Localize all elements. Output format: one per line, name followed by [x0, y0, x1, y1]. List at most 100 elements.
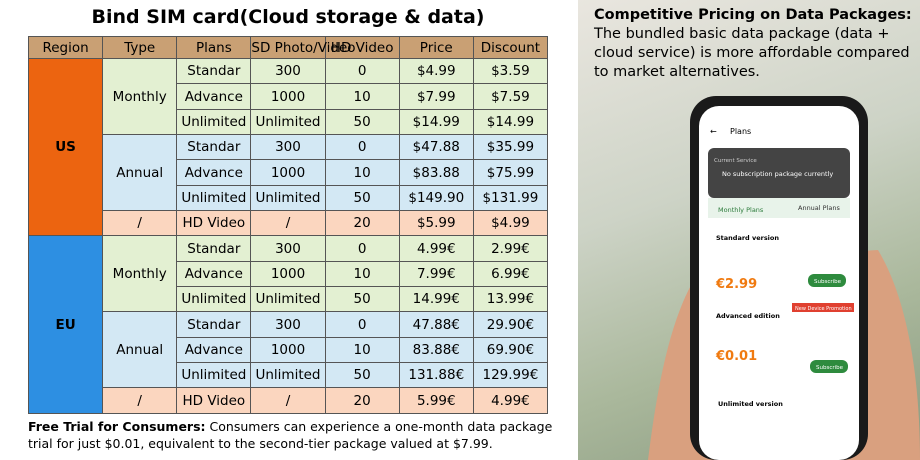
hd-video-cell: 50 [324, 286, 400, 313]
sd-photo-video-cell: 1000 [250, 159, 326, 186]
hd-video-cell: 0 [324, 311, 400, 338]
price-cell: $47.88 [398, 134, 474, 161]
side-body: The bundled basic data package (data + c… [594, 26, 910, 80]
header-cell: Price [398, 36, 474, 59]
price-cell: 5.99€ [398, 387, 474, 414]
hd-video-cell: 20 [324, 210, 400, 237]
price-cell: 14.99€ [398, 286, 474, 313]
discount-cell: 29.90€ [472, 311, 549, 338]
footnote-text: Consumers can experience a one-month dat… [28, 419, 553, 451]
discount-cell: 129.99€ [472, 362, 549, 389]
sd-photo-video-cell: 300 [250, 57, 326, 85]
promo-text: New Device Promotion [795, 306, 852, 312]
type-cell: / [102, 387, 178, 414]
header-cell: Type [102, 36, 178, 59]
price-cell: $14.99 [398, 108, 474, 136]
promo-badge [792, 303, 854, 312]
plan-cell: Advance [176, 83, 252, 110]
tab-bar [708, 198, 850, 218]
sd-photo-video-cell: 1000 [250, 83, 326, 110]
discount-cell: $75.99 [472, 159, 549, 186]
price-cell: $5.99 [398, 210, 474, 237]
title: Bind SIM card(Cloud storage & data) [91, 6, 485, 28]
tab: Monthly Plans [718, 206, 764, 214]
subscribe-button[interactable] [808, 274, 846, 287]
header-cell: Region [27, 36, 104, 59]
plan-price: €0.01 [715, 349, 757, 364]
header-row: Region Type Plans SD Photo/Video HD Video Pri… [27, 36, 549, 59]
sd-photo-video-cell: Unlimited [250, 286, 326, 313]
table-row: / HD Video/20 5.99€ 4.99€ [29, 387, 549, 414]
plan-cell: Unlimited [176, 108, 252, 136]
type-cell: Monthly [102, 57, 178, 136]
plan-cell: Standar [176, 134, 252, 161]
type-cell: Annual [102, 134, 178, 212]
subscribe-button[interactable] [810, 360, 848, 373]
sd-photo-video-cell: 300 [250, 134, 326, 161]
discount-cell: 6.99€ [472, 260, 549, 288]
discount-cell: $35.99 [472, 134, 549, 161]
table-row: Advance 1000 10 $7.99 $7.59 [29, 83, 549, 110]
hd-video-cell: 10 [324, 159, 400, 186]
sd-photo-video-cell: 300 [250, 311, 326, 338]
phone-illustration: ← Plans Current Service No subscription … [648, 96, 920, 460]
table-row: Annual Standar 300 0 47.88€ 29.90€ [29, 311, 549, 389]
header-cell: SD Photo/Video [250, 36, 356, 59]
plan-cell: Unlimited [176, 362, 252, 389]
plan-cell: HD Video [176, 387, 252, 414]
table-row: Unlimited Unlimited 50 $14.99 $14.99 [29, 108, 549, 136]
plan-cell: HD Video [176, 210, 252, 237]
current-card [708, 148, 850, 198]
price-cell: $7.99 [398, 83, 474, 110]
subscribe-label: Subscribe [816, 365, 844, 371]
tab: Annual Plans [798, 204, 840, 212]
price-cell: 131.88€ [398, 362, 474, 389]
price-cell: 83.88€ [398, 336, 474, 364]
hd-video-cell: 50 [324, 108, 400, 136]
table-row: Annual Standar 300 0 $47.88 $35.99 [29, 134, 549, 212]
table-row: US Monthly Standar 300 0 $4.99 $3.59 [27, 57, 549, 237]
table-row: Unlimited Unlimited 50 $149.90 $131.99 [29, 184, 549, 212]
sd-photo-video-cell: Unlimited [250, 362, 326, 389]
price-cell: $149.90 [398, 184, 474, 212]
plan-cell: Advance [176, 260, 252, 288]
sd-photo-video-cell: 1000 [250, 336, 326, 364]
discount-cell: 69.90€ [472, 336, 549, 364]
table-body: US Monthly Standar 300 0 $4.99 $3.59 Advance 100… [27, 57, 549, 414]
hd-video-cell: 10 [324, 83, 400, 110]
subscribe-label: Subscribe [814, 279, 842, 285]
side-heading: Competitive Pricing on Data Packages: [594, 7, 912, 23]
discount-cell: 4.99€ [472, 387, 549, 414]
discount-cell: 13.99€ [472, 286, 549, 313]
discount-cell: $14.99 [472, 108, 549, 136]
plan-cell: Standar [176, 57, 252, 85]
footnote: Free Trial for Consumers: Consumers can … [28, 418, 558, 452]
sd-photo-video-cell: Unlimited [250, 108, 326, 136]
price-cell: 4.99€ [398, 235, 474, 262]
hd-video-cell: 10 [324, 336, 400, 364]
table-row: EU Monthly Standar 300 0 4.99€ 2.99€ [27, 235, 549, 414]
header-cell: Discount [472, 36, 549, 59]
plan-cell: Unlimited [176, 286, 252, 313]
hd-video-cell: 10 [324, 260, 400, 288]
type-cell: Annual [102, 311, 178, 389]
table-row: Unlimited Unlimited 50 131.88€ 129.99€ [29, 362, 549, 389]
plan-name: Unlimited version [718, 400, 783, 408]
discount-cell: 2.99€ [472, 235, 549, 262]
screen-title: Plans [730, 127, 751, 136]
header-cell: Plans [176, 36, 252, 59]
sd-photo-video-cell: Unlimited [250, 184, 326, 212]
current-label: Current Service [714, 158, 757, 164]
price-cell: 7.99€ [398, 260, 474, 288]
discount-cell: $3.59 [472, 57, 549, 85]
back-arrow: ← [710, 127, 717, 136]
hd-video-cell: 0 [324, 57, 400, 85]
hd-video-cell: 0 [324, 134, 400, 161]
plan-cell: Advance [176, 159, 252, 186]
region-cell: US [27, 57, 104, 237]
sd-photo-video-cell: / [250, 387, 326, 414]
table-row: / HD Video/20 $5.99 $4.99 [29, 210, 549, 237]
discount-cell: $7.59 [472, 83, 549, 110]
plan-cell: Standar [176, 311, 252, 338]
sd-photo-video-cell: 1000 [250, 260, 326, 288]
